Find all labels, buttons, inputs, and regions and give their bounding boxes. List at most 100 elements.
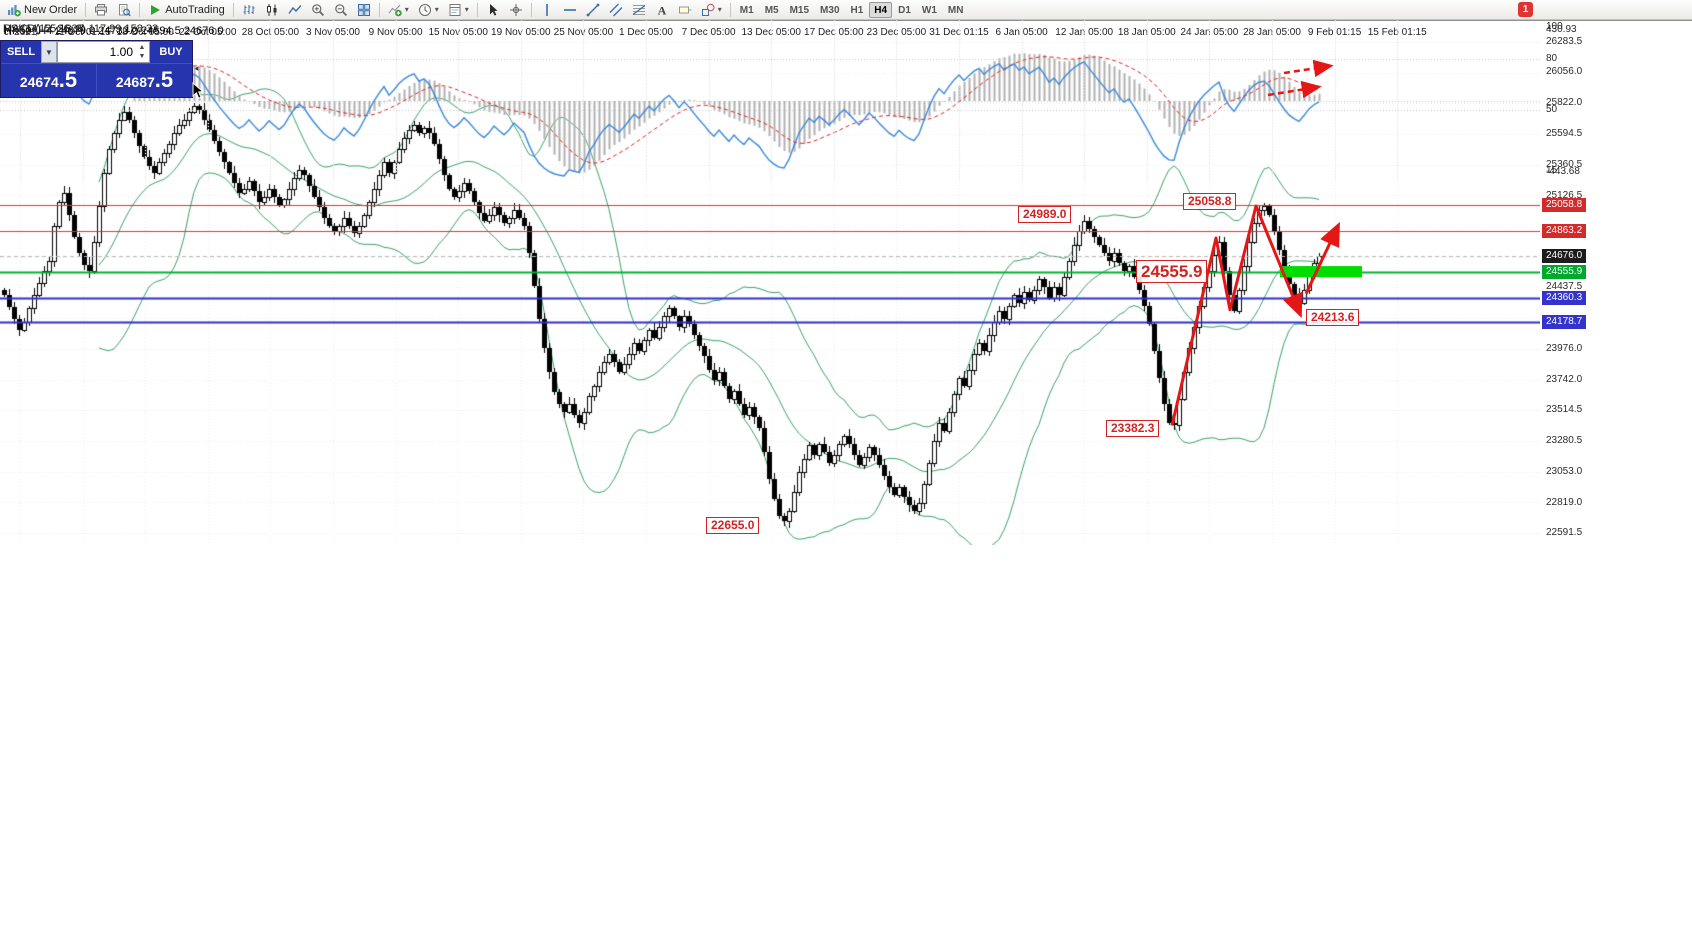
clock-icon	[418, 3, 432, 17]
chart-window: HK50-,H4 24679.0 24733.0 24594.5 24676.0…	[0, 20, 1692, 943]
volume-up-button[interactable]: ▲	[138, 44, 146, 51]
price-axis-tick: 25822.0	[1546, 97, 1583, 108]
price-axis-tick: 24437.5	[1546, 281, 1583, 292]
chevron-down-icon: ▾	[464, 5, 469, 14]
chevron-down-icon: ▾	[434, 5, 439, 14]
vline-icon	[540, 3, 554, 17]
horizontal-line-button[interactable]	[559, 1, 581, 19]
price-annotation: 24213.6	[1306, 309, 1360, 326]
toolbar-separator	[139, 3, 141, 17]
tf-d1-button[interactable]: D1	[898, 5, 911, 16]
zoom-out-button[interactable]	[330, 1, 352, 19]
preview-icon	[117, 3, 131, 17]
line-chart-button[interactable]	[284, 1, 306, 19]
sell-button[interactable]: SELL	[1, 41, 41, 63]
toolbar-separator	[232, 3, 234, 17]
crosshair-icon	[509, 3, 523, 17]
toolbar-separator	[476, 3, 478, 17]
rsi-axis-tick: 100	[1546, 21, 1563, 32]
new-order-icon	[7, 3, 21, 17]
buy-price-button[interactable]: 24687.5	[97, 64, 192, 97]
price-axis-tick: 22591.5	[1546, 527, 1583, 538]
autotrading-label: AutoTrading	[165, 4, 225, 16]
tile-windows-button[interactable]	[353, 1, 375, 19]
price-axis-tick: 23053.0	[1546, 466, 1583, 477]
toolbar-separator	[378, 3, 380, 17]
text-button[interactable]: A	[651, 1, 673, 19]
equidistant-channel-button[interactable]	[605, 1, 627, 19]
printer-icon	[94, 3, 108, 17]
rsi-panel: RSI(14) 55.1838 100 80 50 15	[0, 20, 1692, 181]
trendline-icon	[586, 3, 600, 17]
new-chart-icon	[388, 3, 402, 17]
price-axis-badge: 25058.8	[1542, 198, 1587, 212]
rsi-label: RSI(14) 55.1838	[3, 23, 84, 35]
text-icon: A	[655, 3, 669, 18]
line-chart-icon	[288, 3, 302, 17]
price-annotation: 24555.9	[1136, 260, 1208, 283]
tf-h4-button[interactable]: H4	[869, 2, 893, 18]
rsi-axis-tick: 50	[1546, 104, 1558, 115]
cursor-button[interactable]	[482, 1, 504, 19]
vertical-line-button[interactable]	[536, 1, 558, 19]
price-annotation: 22655.0	[706, 517, 760, 534]
price-axis-tick: 23742.0	[1546, 374, 1583, 385]
tf-m5-button[interactable]: M5	[764, 5, 779, 16]
toolbar-separator	[530, 3, 532, 17]
price-axis-tick: 22819.0	[1546, 497, 1583, 508]
buy-button[interactable]: BUY	[150, 41, 192, 63]
volume-input[interactable]: 1.00 ▲ ▼	[57, 41, 150, 63]
tf-h1-button[interactable]: H1	[850, 5, 864, 16]
zoom-in-button[interactable]	[307, 1, 329, 19]
shapes-icon	[701, 3, 715, 17]
price-axis-tick: 23976.0	[1546, 343, 1583, 354]
trendline-button[interactable]	[582, 1, 604, 19]
tf-w1-button[interactable]: W1	[921, 5, 937, 16]
chevron-down-icon: ▾	[717, 5, 722, 14]
label-icon	[678, 3, 692, 17]
candlestick-chart-button[interactable]	[261, 1, 283, 19]
price-axis-tick: 26283.5	[1546, 36, 1583, 47]
price-axis-tick: 25594.5	[1546, 128, 1583, 139]
periods-button[interactable]: ▾	[414, 1, 443, 19]
price-annotation: 24989.0	[1018, 206, 1072, 223]
rsi-canvas[interactable]	[0, 21, 1540, 181]
price-annotation: 23382.3	[1106, 420, 1160, 437]
fibonacci-icon	[632, 3, 646, 17]
rsi-axis-tick: 80	[1546, 53, 1558, 64]
print-preview-button[interactable]	[113, 1, 135, 19]
crosshair-button[interactable]	[505, 1, 527, 19]
bar-chart-button[interactable]	[238, 1, 260, 19]
svg-text:A: A	[657, 4, 666, 18]
macd-axis-tick: 430.93	[1546, 24, 1577, 35]
autotrading-button[interactable]: AutoTrading	[144, 1, 229, 19]
hline-icon	[563, 3, 577, 17]
tf-m30-button[interactable]: M30	[820, 5, 840, 16]
template-icon	[448, 3, 462, 17]
volume-value: 1.00	[109, 45, 133, 59]
new-order-button[interactable]: New Order	[3, 1, 81, 19]
zoom-out-icon	[334, 3, 348, 17]
volume-down-button[interactable]: ▼	[138, 53, 146, 60]
notification-badge[interactable]: 1	[1518, 2, 1533, 17]
tf-mn-button[interactable]: MN	[947, 5, 964, 16]
price-annotation: 25058.8	[1183, 193, 1237, 210]
bar-chart-icon	[242, 3, 256, 17]
text-label-button[interactable]	[674, 1, 696, 19]
sell-price-button[interactable]: 24674.5	[1, 64, 97, 97]
one-click-trading-panel: SELL ▼ 1.00 ▲ ▼ BUY 24674.5 24687.5	[0, 40, 193, 98]
tf-m1-button[interactable]: M1	[739, 5, 754, 16]
print-button[interactable]	[90, 1, 112, 19]
arrows-button[interactable]: ▾	[697, 1, 726, 19]
price-axis-badge: 24863.2	[1542, 224, 1587, 238]
fibonacci-button[interactable]	[628, 1, 650, 19]
volume-dropdown-button[interactable]: ▼	[41, 41, 57, 63]
tf-m15-button[interactable]: M15	[789, 5, 810, 16]
new-chart-button[interactable]: ▾	[384, 1, 413, 19]
rsi-axis-tick: 15	[1546, 165, 1558, 176]
candle-chart-icon	[265, 3, 279, 17]
zoom-in-icon	[311, 3, 325, 17]
templates-button[interactable]: ▾	[444, 1, 473, 19]
toolbar: New Order AutoTrading ▾ ▾ ▾ A ▾ M1 M5 M15 M30 H1 H4 D…	[0, 0, 1692, 20]
toolbar-items: New Order AutoTrading ▾ ▾ ▾ A ▾ M1 M5 M15 M30 H1 H4 D…	[0, 0, 1692, 20]
